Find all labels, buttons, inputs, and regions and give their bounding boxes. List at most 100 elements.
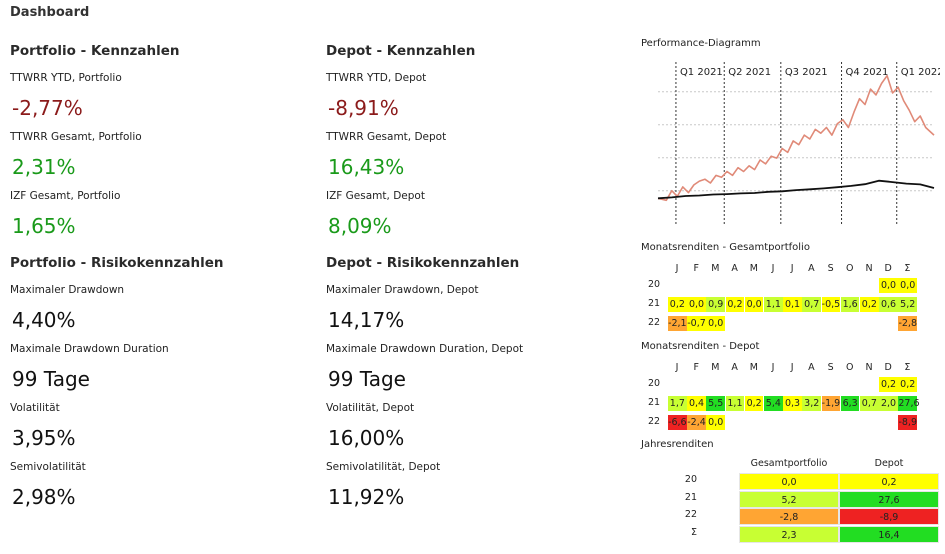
annual-returns-cell: 2,3 [739, 525, 839, 543]
portfolio-kpi-heading: Portfolio - Kennzahlen [10, 43, 180, 59]
annual-returns-cell: 5,2 [739, 490, 839, 508]
quarter-label-2: Q3 2021 [785, 67, 828, 78]
heatmap-portfolio-col-header: M [711, 263, 720, 274]
heatmap-portfolio-cell: 0,0 [706, 316, 726, 331]
heatmap-depot-col-header: N [865, 362, 873, 373]
performance-chart: Q1 2021 Q2 2021 Q3 2021 Q4 2021 Q1 2022 [657, 62, 940, 224]
heatmap-portfolio-col-header: O [846, 263, 854, 274]
portfolio-ttwrr-total-value: 2,31% [12, 155, 76, 179]
heatmap-portfolio-cell: 0,0 [898, 278, 918, 293]
heatmap-depot-col-header: M [711, 362, 720, 373]
heatmap-portfolio-cell: 5,2 [898, 297, 918, 312]
heatmap-depot-cell: 0,4 [687, 396, 706, 411]
heatmap-portfolio-col-header: Σ [904, 263, 911, 274]
heatmap-portfolio-cell: 0,2 [860, 297, 879, 312]
portfolio-risk-heading: Portfolio - Risikokennzahlen [10, 255, 224, 271]
heatmap-portfolio-title: Monatsrenditen - Gesamtportfolio [641, 242, 810, 253]
portfolio-max-drawdown-value: 4,40% [12, 308, 76, 332]
heatmap-portfolio-cell: 1,6 [840, 297, 860, 312]
quarter-label-3: Q4 2021 [846, 67, 889, 78]
heatmap-depot: J F M A M J J A S O N D Σ 20 0,2 0,2 21 1,7 0,4 5,5 1,1 0,2 5,… [641, 359, 941, 434]
heatmap-depot-row-label: 21 [648, 397, 661, 408]
annual-returns-row-label: 21 [684, 491, 697, 503]
portfolio-ttwrr-ytd-value: -2,77% [12, 96, 83, 120]
heatmap-depot-cell: 27,6 [898, 396, 920, 411]
portfolio-ttwrr-total-label: TTWRR Gesamt, Portfolio [10, 131, 142, 143]
heatmap-portfolio-row-label: 20 [648, 279, 661, 290]
portfolio-volatility-label: Volatilität [10, 402, 60, 414]
heatmap-depot-col-header: A [731, 362, 738, 373]
depot-ttwrr-ytd-value: -8,91% [328, 96, 399, 120]
performance-chart-title: Performance-Diagramm [641, 38, 761, 49]
depot-max-drawdown-value: 14,17% [328, 308, 405, 332]
heatmap-depot-col-header: J [675, 362, 679, 373]
heatmap-depot-cell: 0,7 [860, 396, 879, 411]
heatmap-depot-cell: -8,9 [898, 415, 918, 430]
heatmap-depot-cell: 0,3 [783, 396, 802, 411]
heatmap-portfolio-cell: -2,8 [898, 316, 918, 331]
annual-returns-col-header: Gesamtportfolio [750, 458, 828, 469]
heatmap-portfolio-col-header: D [884, 263, 892, 274]
series-line-depot [657, 74, 935, 202]
portfolio-izf-total-value: 1,65% [12, 214, 76, 238]
quarter-label-1: Q2 2021 [728, 67, 771, 78]
portfolio-volatility-value: 3,95% [12, 426, 76, 450]
heatmap-depot-cell: 5,5 [706, 396, 726, 411]
heatmap-portfolio-cell: 0,6 [879, 297, 898, 312]
heatmap-depot-col-header: F [693, 362, 699, 373]
annual-returns-row-label: 20 [684, 474, 697, 485]
depot-risk-heading: Depot - Risikokennzahlen [326, 255, 520, 271]
heatmap-depot-cell: 0,2 [898, 377, 918, 392]
heatmap-depot-col-header: D [884, 362, 892, 373]
heatmap-portfolio-cell: 0,9 [706, 297, 726, 312]
heatmap-depot-title: Monatsrenditen - Depot [641, 341, 760, 352]
depot-izf-total-value: 8,09% [328, 214, 392, 238]
annual-returns-row-label: 22 [684, 509, 697, 520]
heatmap-portfolio-cell: 0,0 [687, 297, 706, 312]
portfolio-drawdown-duration-label: Maximale Drawdown Duration [10, 343, 169, 355]
depot-ttwrr-total-label: TTWRR Gesamt, Depot [326, 131, 447, 143]
heatmap-portfolio-col-header: N [865, 263, 873, 274]
annual-returns-cell: -8,9 [839, 508, 939, 525]
heatmap-portfolio-col-header: J [771, 263, 775, 274]
heatmap-portfolio-col-header: F [693, 263, 699, 274]
depot-max-drawdown-label: Maximaler Drawdown, Depot [326, 284, 479, 296]
annual-returns-table: Gesamtportfolio Depot 20 0,0 0,2 21 5,2 27,6 22 -… [641, 455, 941, 550]
heatmap-portfolio-cell: 0,0 [744, 297, 764, 312]
annual-returns-cell: 0,0 [739, 473, 839, 490]
annual-returns-row-label: Σ [690, 526, 697, 538]
heatmap-portfolio-cell: 0,2 [668, 297, 687, 312]
heatmap-portfolio-cell: -0,7 [687, 316, 706, 331]
heatmap-depot-col-header: A [808, 362, 815, 373]
depot-ttwrr-total-value: 16,43% [328, 155, 405, 179]
portfolio-max-drawdown-label: Maximaler Drawdown [10, 284, 125, 296]
heatmap-depot-cell: 0,2 [879, 377, 898, 392]
heatmap-depot-row-label: 20 [648, 378, 661, 389]
annual-returns-cell: 0,2 [839, 473, 939, 490]
heatmap-depot-col-header: M [749, 362, 758, 373]
heatmap-depot-cell: 1,7 [668, 396, 687, 411]
heatmap-depot-col-header: J [771, 362, 775, 373]
heatmap-depot-cell: 0,2 [744, 396, 764, 411]
heatmap-portfolio-col-header: A [808, 263, 815, 274]
heatmap-portfolio-col-header: J [790, 263, 794, 274]
heatmap-depot-cell: 0,0 [706, 415, 726, 430]
heatmap-depot-cell: 2,0 [879, 396, 898, 411]
portfolio-drawdown-duration-value: 99 Tage [12, 367, 90, 391]
depot-semivolatility-value: 11,92% [328, 485, 405, 509]
depot-drawdown-duration-value: 99 Tage [328, 367, 406, 391]
heatmap-depot-col-header: O [846, 362, 854, 373]
portfolio-ttwrr-ytd-label: TTWRR YTD, Portfolio [10, 72, 122, 84]
annual-returns-cell: 16,4 [839, 525, 939, 543]
dashboard-title: Dashboard [10, 5, 90, 20]
depot-izf-total-label: IZF Gesamt, Depot [326, 190, 425, 202]
depot-ttwrr-ytd-label: TTWRR YTD, Depot [326, 72, 427, 84]
heatmap-portfolio-cell: 0,1 [783, 297, 802, 312]
heatmap-portfolio-cell: 0,7 [802, 297, 822, 312]
annual-returns-title: Jahresrenditen [641, 439, 714, 450]
heatmap-portfolio-cell: 1,1 [764, 297, 783, 312]
heatmap-depot-col-header: Σ [904, 362, 911, 373]
heatmap-portfolio-cell: -2,1 [668, 316, 687, 331]
portfolio-izf-total-label: IZF Gesamt, Portfolio [10, 190, 121, 202]
depot-drawdown-duration-label: Maximale Drawdown Duration, Depot [326, 343, 524, 355]
